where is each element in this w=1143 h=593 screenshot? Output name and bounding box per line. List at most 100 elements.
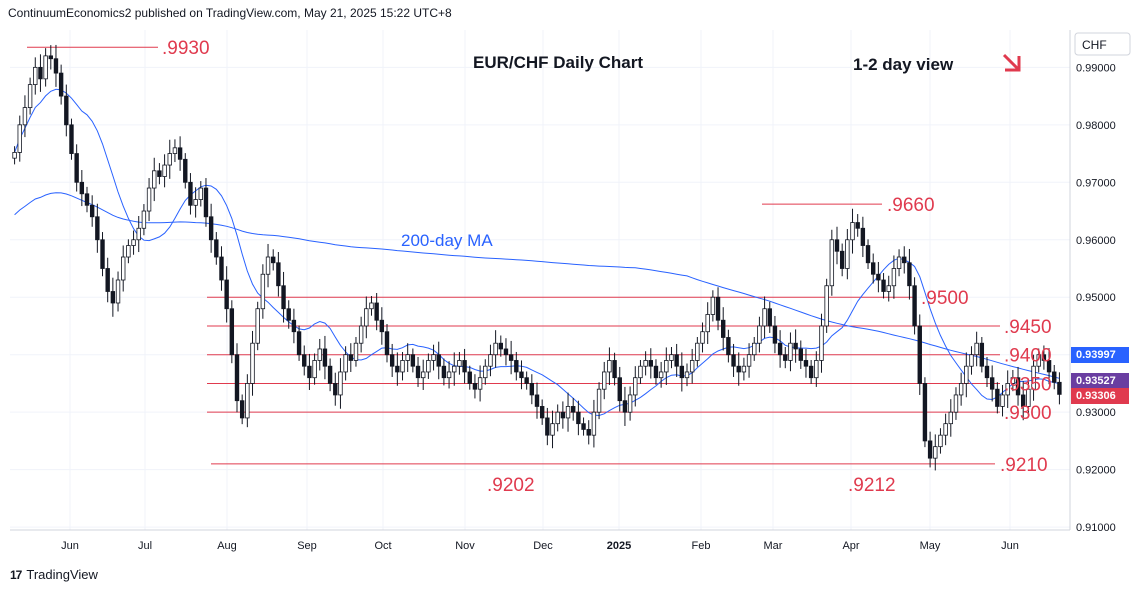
candle-down: [333, 383, 338, 396]
candle-down: [534, 394, 540, 407]
candle-up: [126, 245, 131, 258]
candle-down: [1052, 371, 1057, 383]
candle-up: [658, 371, 664, 379]
candle-down: [1046, 360, 1052, 373]
candle-up: [477, 377, 483, 390]
candle-down: [881, 279, 886, 292]
level-label: .9400: [1004, 346, 1052, 367]
candle-down: [467, 371, 472, 384]
level-label: .9660: [887, 195, 935, 216]
grid-lines: [10, 30, 1070, 530]
y-tick-label: 0.91000: [1076, 522, 1116, 534]
candle-up: [265, 256, 271, 275]
support-resistance-levels: [27, 46, 1000, 465]
candle-up: [1000, 394, 1005, 407]
candle-up: [938, 434, 943, 448]
candle-up: [627, 394, 633, 413]
x-tick-label: Jul: [138, 540, 152, 552]
200-day-ma-line: [14, 192, 1060, 379]
candle-down: [224, 279, 229, 310]
x-tick-label: Feb: [692, 540, 711, 552]
candle-down: [208, 216, 214, 241]
candle-down: [808, 365, 814, 379]
footer-brand[interactable]: 17 TradingView: [10, 567, 98, 582]
currency-label: CHF: [1082, 38, 1107, 52]
y-tick-label: 0.99000: [1076, 62, 1116, 74]
candle-down: [984, 365, 990, 379]
candle-down: [286, 308, 291, 321]
currency-badge[interactable]: [1074, 32, 1131, 56]
candle-up: [457, 360, 462, 367]
candle-down: [539, 406, 545, 419]
candle-down: [560, 411, 566, 419]
candle-down: [679, 365, 685, 379]
candle-down: [110, 291, 116, 304]
candle-up: [953, 394, 959, 413]
candle-up: [684, 371, 690, 379]
candle-up: [426, 360, 431, 373]
candle-down: [653, 365, 659, 379]
chart-title: EUR/CHF Daily Chart: [473, 53, 643, 72]
candle-up: [431, 354, 436, 361]
candle-up: [948, 411, 953, 425]
candle-up: [198, 187, 203, 200]
price-tag-mid: 0.93527: [1071, 372, 1129, 389]
candle-up: [1026, 388, 1031, 407]
candle-down: [69, 124, 74, 154]
candle-up: [974, 342, 979, 356]
x-tick-label: Jun: [61, 540, 79, 552]
candle-down: [58, 72, 64, 97]
low-annotation: .9212: [848, 475, 896, 496]
candle-down: [281, 285, 286, 310]
candle-up: [1031, 365, 1036, 390]
candle-up: [943, 423, 948, 436]
x-tick-label: Oct: [374, 540, 391, 552]
candle-down: [912, 285, 917, 327]
candle-down: [379, 319, 385, 333]
candle-down: [617, 377, 622, 402]
candle-up: [633, 377, 638, 396]
candle-down: [767, 308, 772, 327]
candle-down: [177, 147, 183, 160]
candle-up: [255, 308, 260, 344]
x-tick-label: 2025: [607, 540, 631, 552]
candle-up: [638, 365, 643, 379]
candlesticks: [12, 44, 1062, 471]
candle-down: [327, 365, 333, 384]
candle-up: [364, 308, 369, 327]
candle-down: [415, 365, 421, 379]
level-label: .9500: [921, 288, 969, 309]
candle-up: [602, 371, 607, 390]
candle-down: [1041, 354, 1047, 361]
candle-down: [188, 181, 193, 206]
candle-down: [648, 360, 653, 367]
candle-down: [772, 325, 778, 344]
candle-down: [229, 308, 235, 356]
candle-down: [834, 239, 840, 252]
candle-up: [136, 227, 141, 241]
publisher-caption: ContinuumEconomics2 published on Trading…: [8, 6, 452, 20]
candle-up: [762, 308, 767, 327]
candle-down: [902, 256, 907, 264]
candle-down: [498, 342, 503, 350]
candle-up: [405, 354, 410, 361]
x-tick-label: May: [920, 540, 941, 552]
candle-up: [891, 268, 897, 287]
candle-down: [503, 348, 509, 356]
candle-down: [302, 354, 307, 367]
candle-up: [317, 348, 322, 361]
candle-up: [964, 365, 969, 384]
candle-up: [250, 342, 255, 384]
y-tick-label: 0.98000: [1076, 120, 1116, 132]
candle-down: [38, 66, 43, 80]
y-tick-label: 0.92000: [1076, 465, 1116, 477]
candle-up: [1036, 354, 1041, 367]
x-tick-label: Aug: [217, 540, 237, 552]
candle-down: [79, 181, 85, 195]
candle-down: [53, 58, 59, 74]
candle-down: [1021, 394, 1026, 407]
candle-up: [741, 365, 747, 373]
candle-down: [384, 331, 390, 356]
candle-up: [607, 360, 612, 373]
